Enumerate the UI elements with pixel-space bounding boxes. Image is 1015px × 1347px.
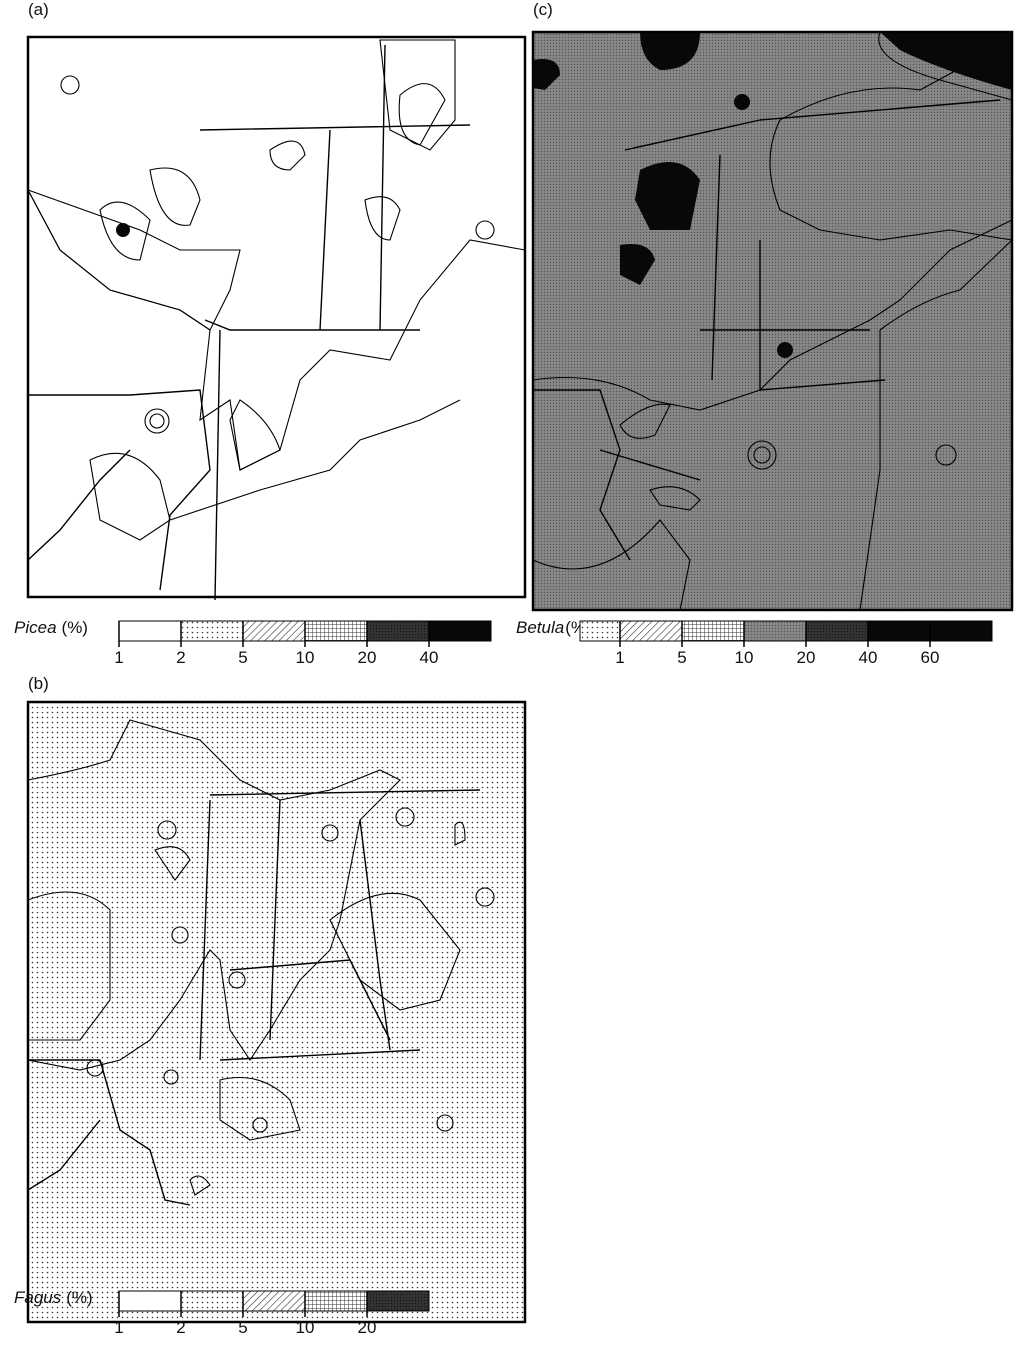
legend-swatch — [181, 621, 243, 641]
legend-taxon: Fagus — [14, 1288, 62, 1307]
figure: (a) (b) (c) Picea(%)125102040Fagus(%)125… — [0, 0, 1015, 1342]
legend-break-label: 5 — [238, 1318, 247, 1337]
map-b — [28, 702, 525, 1322]
legend-swatch — [305, 621, 367, 641]
legend-break-label: 2 — [176, 1318, 185, 1337]
legend-break-label: 5 — [238, 648, 247, 667]
legend-unit: (%) — [66, 1288, 92, 1307]
legend-break-label: 1 — [615, 648, 624, 667]
legend-break-label: 5 — [677, 648, 686, 667]
legend-break-label: 10 — [296, 648, 315, 667]
panel-label: (c) — [533, 0, 553, 19]
legend-taxon: Betula — [516, 618, 564, 637]
legend-break-label: 40 — [859, 648, 878, 667]
legend-break-label: 40 — [420, 648, 439, 667]
legend-swatch — [868, 621, 930, 641]
legend-swatch — [367, 1291, 429, 1311]
legend-taxon: Picea — [14, 618, 57, 637]
legend-break-label: 2 — [176, 648, 185, 667]
legend-break-label: 1 — [114, 1318, 123, 1337]
map-c — [533, 32, 1012, 610]
legend-swatch — [930, 621, 992, 641]
legend-swatch — [429, 621, 491, 641]
legend-swatch — [305, 1291, 367, 1311]
legend-swatch — [119, 621, 181, 641]
legend-break-label: 20 — [358, 648, 377, 667]
legend-unit: (%) — [62, 618, 88, 637]
panel-label: (b) — [28, 674, 49, 693]
legend-swatch — [119, 1291, 181, 1311]
legend-swatch — [682, 621, 744, 641]
legend-swatch — [580, 621, 620, 641]
map-a — [28, 37, 525, 600]
legend: Picea (%) 1 2 5 10 20 40 — [14, 618, 491, 667]
legend-title: Fagus(%) — [14, 1288, 93, 1307]
legend-swatch — [744, 621, 806, 641]
legend-break-label: 10 — [735, 648, 754, 667]
legend-break-label: 20 — [797, 648, 816, 667]
legend-swatch — [367, 621, 429, 641]
legend-break-label: 20 — [358, 1318, 377, 1337]
legend-break-label: 10 — [296, 1318, 315, 1337]
legend-break-label: 1 — [114, 648, 123, 667]
legend-break-label: 60 — [921, 648, 940, 667]
legend-swatch — [243, 1291, 305, 1311]
panel-label: (a) — [28, 0, 49, 19]
legend-swatch — [620, 621, 682, 641]
legend-swatch — [181, 1291, 243, 1311]
legend-swatch — [243, 621, 305, 641]
legend-title: Picea (%) — [14, 618, 88, 637]
legend-swatch — [806, 621, 868, 641]
